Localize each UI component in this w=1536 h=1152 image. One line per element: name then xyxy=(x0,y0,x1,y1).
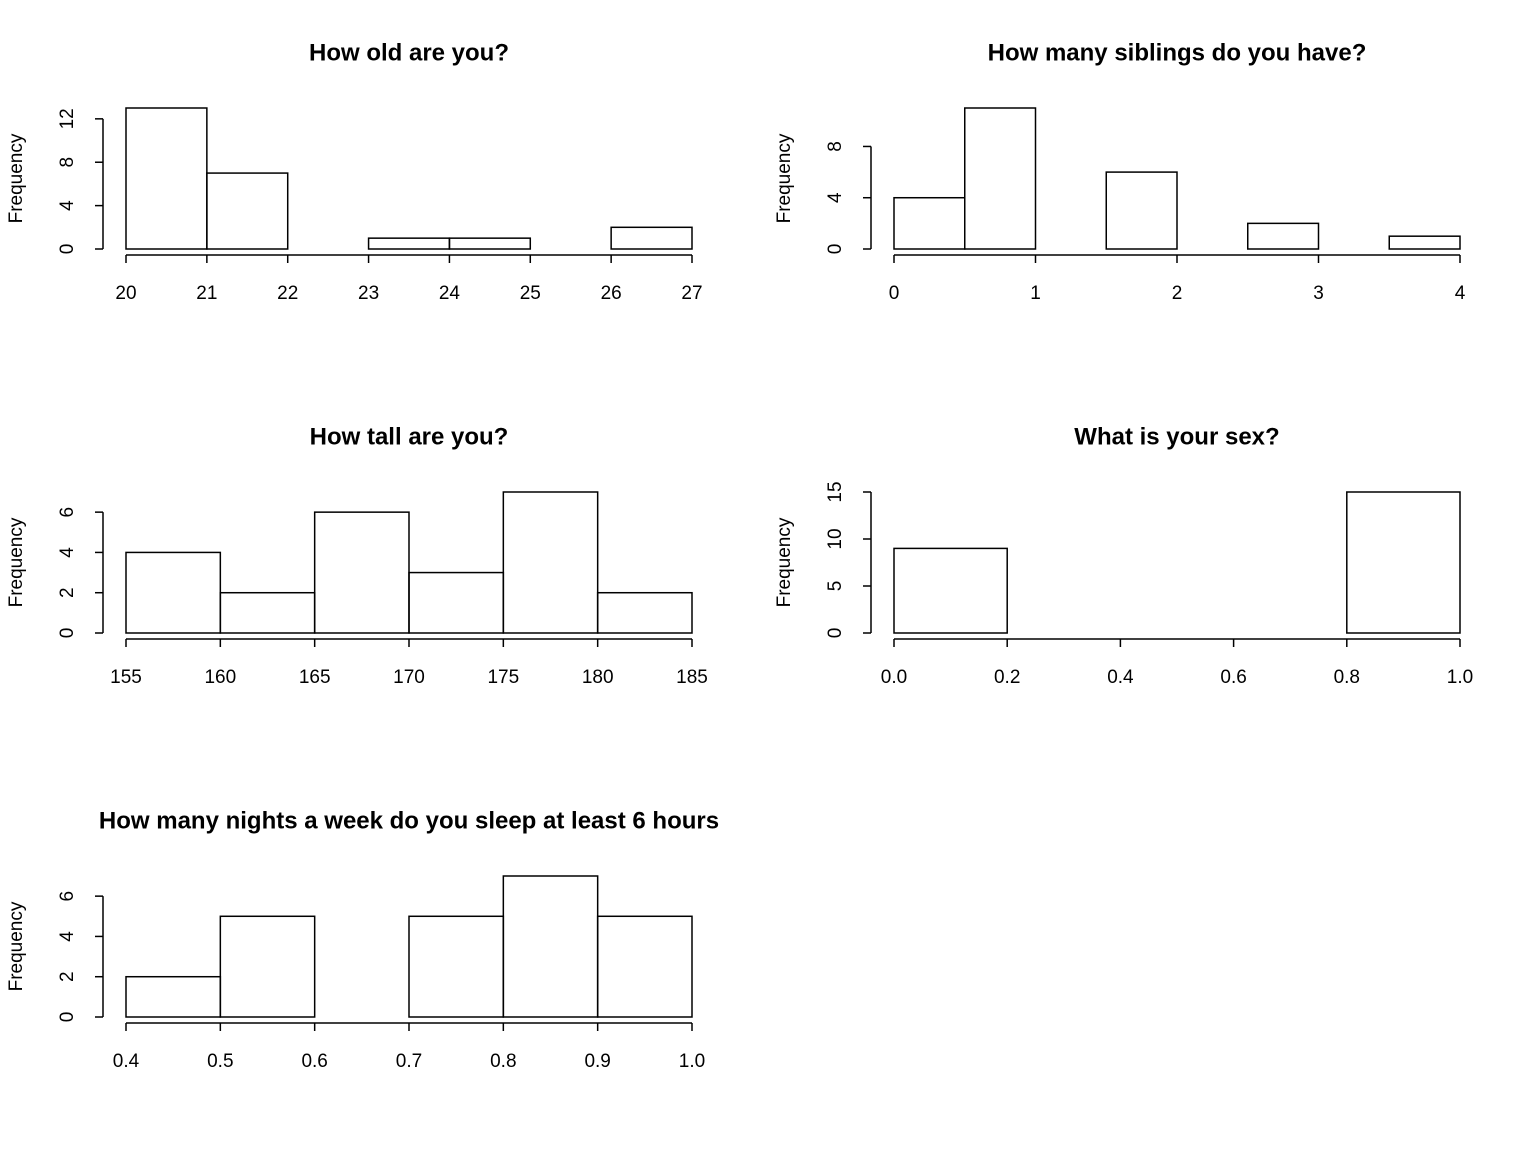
y-tick-label: 5 xyxy=(825,581,846,592)
bar xyxy=(219,591,316,634)
y-tick-label: 12 xyxy=(57,108,78,129)
bar xyxy=(596,591,693,634)
bar xyxy=(1388,235,1461,250)
x-tick-label: 3 xyxy=(1313,283,1324,304)
x-tick-label: 0.4 xyxy=(1107,667,1134,688)
bar xyxy=(610,226,693,250)
y-axis-label: Frequency xyxy=(6,133,27,223)
chart-title: How many nights a week do you sleep at l… xyxy=(99,807,719,834)
bar xyxy=(125,107,208,250)
y-tick-label: 0 xyxy=(825,244,846,255)
x-tick-label: 0.9 xyxy=(584,1051,610,1072)
y-tick-label: 15 xyxy=(825,481,846,502)
y-tick-label: 0 xyxy=(57,628,78,639)
x-tick-label: 185 xyxy=(676,667,708,688)
y-tick-label: 2 xyxy=(57,587,78,598)
chart-title: How tall are you? xyxy=(310,423,509,450)
x-tick-label: 0.0 xyxy=(881,667,907,688)
x-tick-label: 26 xyxy=(601,283,622,304)
bar xyxy=(893,547,1008,634)
bar xyxy=(1346,491,1461,634)
y-tick-label: 6 xyxy=(57,507,78,518)
x-tick-label: 20 xyxy=(115,283,136,304)
bar xyxy=(125,551,222,634)
x-tick-label: 27 xyxy=(681,283,702,304)
bar xyxy=(313,511,410,634)
bar xyxy=(367,237,451,250)
bar xyxy=(206,172,289,250)
x-tick-label: 0.6 xyxy=(1220,667,1246,688)
bar xyxy=(219,915,316,1018)
bar xyxy=(1105,171,1178,250)
y-tick-label: 6 xyxy=(57,891,78,902)
x-tick-label: 2 xyxy=(1172,283,1183,304)
y-tick-label: 8 xyxy=(57,157,78,168)
y-axis-label: Frequency xyxy=(6,517,27,607)
bar xyxy=(125,975,222,1018)
y-axis-label: Frequency xyxy=(6,901,27,991)
chart-title: How old are you? xyxy=(309,39,509,66)
bar xyxy=(596,915,693,1018)
x-tick-label: 0.6 xyxy=(301,1051,327,1072)
x-tick-label: 180 xyxy=(582,667,614,688)
x-tick-label: 0.8 xyxy=(490,1051,516,1072)
x-tick-label: 155 xyxy=(110,667,142,688)
bar xyxy=(408,915,505,1018)
x-tick-label: 0.7 xyxy=(396,1051,422,1072)
x-tick-label: 4 xyxy=(1455,283,1466,304)
x-tick-label: 170 xyxy=(393,667,425,688)
x-tick-label: 21 xyxy=(196,283,217,304)
x-tick-label: 165 xyxy=(299,667,331,688)
chart-title: What is your sex? xyxy=(1074,423,1279,450)
chart-title: How many siblings do you have? xyxy=(988,39,1367,66)
bar xyxy=(893,196,966,250)
bar xyxy=(502,491,599,634)
x-tick-label: 1.0 xyxy=(679,1051,705,1072)
x-tick-label: 1 xyxy=(1030,283,1041,304)
bar xyxy=(964,107,1037,250)
bar xyxy=(448,237,532,250)
x-tick-label: 160 xyxy=(204,667,236,688)
y-tick-label: 4 xyxy=(57,200,78,211)
bar xyxy=(1247,222,1320,250)
x-tick-label: 23 xyxy=(358,283,379,304)
y-axis-label: Frequency xyxy=(774,517,795,607)
y-tick-label: 4 xyxy=(57,547,78,558)
x-tick-label: 0.4 xyxy=(113,1051,140,1072)
x-tick-label: 0.5 xyxy=(207,1051,233,1072)
x-tick-label: 22 xyxy=(277,283,298,304)
x-tick-label: 175 xyxy=(487,667,519,688)
y-tick-label: 10 xyxy=(825,528,846,549)
bar xyxy=(502,875,599,1018)
x-tick-label: 0.2 xyxy=(994,667,1020,688)
y-tick-label: 2 xyxy=(57,971,78,982)
x-tick-label: 0 xyxy=(889,283,900,304)
x-tick-label: 24 xyxy=(439,283,461,304)
x-tick-label: 1.0 xyxy=(1447,667,1473,688)
bar xyxy=(408,571,505,634)
x-tick-label: 25 xyxy=(520,283,541,304)
y-tick-label: 0 xyxy=(57,244,78,255)
y-tick-label: 4 xyxy=(825,192,846,203)
y-axis-label: Frequency xyxy=(774,133,795,223)
y-tick-label: 0 xyxy=(57,1012,78,1023)
y-tick-label: 0 xyxy=(825,628,846,639)
x-tick-label: 0.8 xyxy=(1334,667,1360,688)
y-tick-label: 4 xyxy=(57,931,78,942)
y-tick-label: 8 xyxy=(825,141,846,152)
